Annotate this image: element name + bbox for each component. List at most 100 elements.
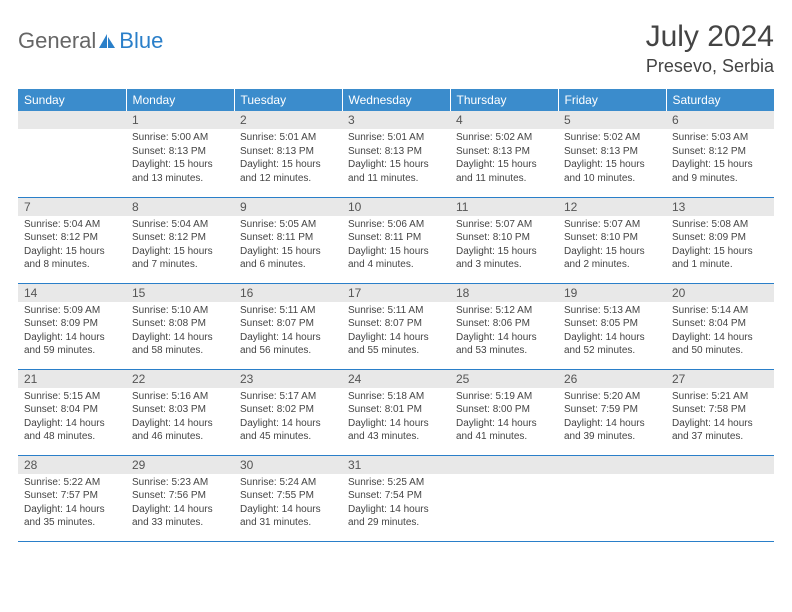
day-line: Sunrise: 5:04 AM bbox=[24, 218, 120, 232]
month-title: July 2024 bbox=[646, 20, 774, 54]
day-content: Sunrise: 5:03 AMSunset: 8:12 PMDaylight:… bbox=[666, 129, 774, 189]
day-line: and 13 minutes. bbox=[132, 172, 228, 186]
day-line: Sunrise: 5:19 AM bbox=[456, 390, 552, 404]
day-line: Sunset: 8:07 PM bbox=[240, 317, 336, 331]
calendar-cell: 30Sunrise: 5:24 AMSunset: 7:55 PMDayligh… bbox=[234, 455, 342, 541]
day-line: Daylight: 15 hours bbox=[240, 158, 336, 172]
day-line: Daylight: 15 hours bbox=[564, 158, 660, 172]
day-number: 28 bbox=[18, 456, 126, 474]
day-content bbox=[450, 474, 558, 534]
day-line: Daylight: 15 hours bbox=[672, 158, 768, 172]
day-line: Sunset: 8:13 PM bbox=[456, 145, 552, 159]
day-content bbox=[666, 474, 774, 534]
day-line: Sunset: 8:13 PM bbox=[240, 145, 336, 159]
day-line: Sunrise: 5:08 AM bbox=[672, 218, 768, 232]
day-line: and 46 minutes. bbox=[132, 430, 228, 444]
logo-text-general: General bbox=[18, 28, 96, 54]
day-content: Sunrise: 5:23 AMSunset: 7:56 PMDaylight:… bbox=[126, 474, 234, 534]
day-line: Sunrise: 5:05 AM bbox=[240, 218, 336, 232]
day-content: Sunrise: 5:16 AMSunset: 8:03 PMDaylight:… bbox=[126, 388, 234, 448]
day-number: 30 bbox=[234, 456, 342, 474]
day-line: Sunset: 7:59 PM bbox=[564, 403, 660, 417]
calendar-cell: 21Sunrise: 5:15 AMSunset: 8:04 PMDayligh… bbox=[18, 369, 126, 455]
logo-sail-icon bbox=[97, 32, 117, 50]
calendar-cell bbox=[450, 455, 558, 541]
day-number: 19 bbox=[558, 284, 666, 302]
calendar-cell: 5Sunrise: 5:02 AMSunset: 8:13 PMDaylight… bbox=[558, 111, 666, 197]
calendar-cell bbox=[18, 111, 126, 197]
day-line: Sunset: 8:08 PM bbox=[132, 317, 228, 331]
day-content: Sunrise: 5:14 AMSunset: 8:04 PMDaylight:… bbox=[666, 302, 774, 362]
day-line: and 43 minutes. bbox=[348, 430, 444, 444]
calendar-grid: SundayMondayTuesdayWednesdayThursdayFrid… bbox=[18, 89, 774, 542]
day-content: Sunrise: 5:21 AMSunset: 7:58 PMDaylight:… bbox=[666, 388, 774, 448]
calendar-cell: 11Sunrise: 5:07 AMSunset: 8:10 PMDayligh… bbox=[450, 197, 558, 283]
day-content: Sunrise: 5:04 AMSunset: 8:12 PMDaylight:… bbox=[126, 216, 234, 276]
day-line: and 52 minutes. bbox=[564, 344, 660, 358]
day-line: Daylight: 14 hours bbox=[672, 331, 768, 345]
day-line: Sunset: 8:12 PM bbox=[672, 145, 768, 159]
day-line: Sunrise: 5:11 AM bbox=[348, 304, 444, 318]
calendar-cell: 3Sunrise: 5:01 AMSunset: 8:13 PMDaylight… bbox=[342, 111, 450, 197]
day-line: Sunrise: 5:10 AM bbox=[132, 304, 228, 318]
calendar-cell: 17Sunrise: 5:11 AMSunset: 8:07 PMDayligh… bbox=[342, 283, 450, 369]
day-line: Daylight: 15 hours bbox=[132, 245, 228, 259]
day-number: 5 bbox=[558, 111, 666, 129]
day-line: Sunrise: 5:00 AM bbox=[132, 131, 228, 145]
day-number: 31 bbox=[342, 456, 450, 474]
day-content: Sunrise: 5:22 AMSunset: 7:57 PMDaylight:… bbox=[18, 474, 126, 534]
day-header: Sunday bbox=[18, 89, 126, 111]
day-line: Sunrise: 5:18 AM bbox=[348, 390, 444, 404]
day-content: Sunrise: 5:04 AMSunset: 8:12 PMDaylight:… bbox=[18, 216, 126, 276]
day-number: 25 bbox=[450, 370, 558, 388]
day-content: Sunrise: 5:17 AMSunset: 8:02 PMDaylight:… bbox=[234, 388, 342, 448]
day-line: and 4 minutes. bbox=[348, 258, 444, 272]
calendar-cell: 22Sunrise: 5:16 AMSunset: 8:03 PMDayligh… bbox=[126, 369, 234, 455]
day-number: 3 bbox=[342, 111, 450, 129]
day-content: Sunrise: 5:01 AMSunset: 8:13 PMDaylight:… bbox=[234, 129, 342, 189]
day-line: Sunrise: 5:21 AM bbox=[672, 390, 768, 404]
day-line: Daylight: 14 hours bbox=[132, 503, 228, 517]
calendar-cell: 16Sunrise: 5:11 AMSunset: 8:07 PMDayligh… bbox=[234, 283, 342, 369]
day-line: Daylight: 14 hours bbox=[348, 417, 444, 431]
day-line: Sunset: 8:10 PM bbox=[456, 231, 552, 245]
day-line: Sunset: 8:12 PM bbox=[132, 231, 228, 245]
day-content: Sunrise: 5:06 AMSunset: 8:11 PMDaylight:… bbox=[342, 216, 450, 276]
day-header: Saturday bbox=[666, 89, 774, 111]
day-line: and 12 minutes. bbox=[240, 172, 336, 186]
day-line: and 53 minutes. bbox=[456, 344, 552, 358]
day-line: and 45 minutes. bbox=[240, 430, 336, 444]
day-content: Sunrise: 5:24 AMSunset: 7:55 PMDaylight:… bbox=[234, 474, 342, 534]
day-line: and 59 minutes. bbox=[24, 344, 120, 358]
calendar-cell bbox=[558, 455, 666, 541]
day-line: Daylight: 14 hours bbox=[132, 331, 228, 345]
day-number bbox=[558, 456, 666, 474]
day-number: 26 bbox=[558, 370, 666, 388]
day-line: Sunrise: 5:16 AM bbox=[132, 390, 228, 404]
day-content: Sunrise: 5:05 AMSunset: 8:11 PMDaylight:… bbox=[234, 216, 342, 276]
day-line: Daylight: 15 hours bbox=[456, 245, 552, 259]
day-number: 23 bbox=[234, 370, 342, 388]
day-line: and 39 minutes. bbox=[564, 430, 660, 444]
calendar-cell: 18Sunrise: 5:12 AMSunset: 8:06 PMDayligh… bbox=[450, 283, 558, 369]
calendar-week: 7Sunrise: 5:04 AMSunset: 8:12 PMDaylight… bbox=[18, 197, 774, 283]
day-content: Sunrise: 5:20 AMSunset: 7:59 PMDaylight:… bbox=[558, 388, 666, 448]
day-line: Daylight: 15 hours bbox=[672, 245, 768, 259]
calendar-cell: 15Sunrise: 5:10 AMSunset: 8:08 PMDayligh… bbox=[126, 283, 234, 369]
day-content: Sunrise: 5:18 AMSunset: 8:01 PMDaylight:… bbox=[342, 388, 450, 448]
day-content bbox=[18, 129, 126, 189]
day-line: Sunset: 8:01 PM bbox=[348, 403, 444, 417]
day-line: Sunrise: 5:24 AM bbox=[240, 476, 336, 490]
calendar-cell: 23Sunrise: 5:17 AMSunset: 8:02 PMDayligh… bbox=[234, 369, 342, 455]
day-line: Daylight: 14 hours bbox=[456, 417, 552, 431]
day-line: Daylight: 14 hours bbox=[348, 503, 444, 517]
day-line: Daylight: 15 hours bbox=[348, 245, 444, 259]
day-number: 13 bbox=[666, 198, 774, 216]
day-content: Sunrise: 5:11 AMSunset: 8:07 PMDaylight:… bbox=[342, 302, 450, 362]
day-line: Sunset: 8:13 PM bbox=[348, 145, 444, 159]
day-line: and 37 minutes. bbox=[672, 430, 768, 444]
calendar-cell: 31Sunrise: 5:25 AMSunset: 7:54 PMDayligh… bbox=[342, 455, 450, 541]
day-line: Sunrise: 5:02 AM bbox=[564, 131, 660, 145]
day-content: Sunrise: 5:11 AMSunset: 8:07 PMDaylight:… bbox=[234, 302, 342, 362]
day-number bbox=[666, 456, 774, 474]
